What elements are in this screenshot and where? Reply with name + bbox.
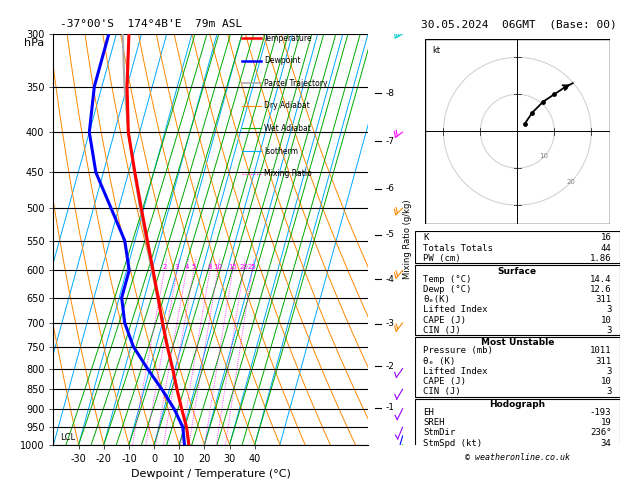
Text: LCL: LCL — [60, 434, 75, 442]
Text: K: K — [423, 233, 429, 243]
Text: Totals Totals: Totals Totals — [423, 243, 493, 253]
Text: Mixing Ratio: Mixing Ratio — [264, 169, 312, 178]
Text: Most Unstable: Most Unstable — [481, 338, 554, 347]
Text: Temp (°C): Temp (°C) — [423, 275, 472, 283]
Text: Hodograph: Hodograph — [489, 400, 545, 409]
Text: Isotherm: Isotherm — [264, 147, 298, 156]
Text: -8: -8 — [386, 89, 394, 98]
Point — [520, 120, 530, 128]
Text: CIN (J): CIN (J) — [423, 387, 461, 397]
Text: 3: 3 — [606, 305, 611, 314]
Text: Mixing Ratio (g/kg): Mixing Ratio (g/kg) — [403, 200, 412, 279]
Text: Dry Adiabat: Dry Adiabat — [264, 102, 310, 110]
Text: 3: 3 — [175, 264, 179, 270]
Text: 19: 19 — [601, 418, 611, 427]
Text: -5: -5 — [386, 230, 394, 239]
Text: © weatheronline.co.uk: © weatheronline.co.uk — [465, 453, 570, 462]
Text: Lifted Index: Lifted Index — [423, 305, 488, 314]
Text: θₑ(K): θₑ(K) — [423, 295, 450, 304]
Text: 20: 20 — [566, 179, 575, 185]
Text: Parcel Trajectory: Parcel Trajectory — [264, 79, 328, 88]
Text: -7: -7 — [386, 137, 394, 146]
Text: kt: kt — [432, 46, 440, 55]
Text: 3: 3 — [606, 387, 611, 397]
Text: -4: -4 — [386, 275, 394, 284]
Bar — [415, 337, 620, 397]
Text: 2: 2 — [162, 264, 167, 270]
Text: 44: 44 — [601, 243, 611, 253]
Point — [527, 109, 537, 117]
Text: Dewpoint: Dewpoint — [264, 56, 301, 65]
Text: 4: 4 — [184, 264, 189, 270]
Text: 15: 15 — [228, 264, 237, 270]
X-axis label: Dewpoint / Temperature (°C): Dewpoint / Temperature (°C) — [131, 469, 291, 479]
Text: Dewp (°C): Dewp (°C) — [423, 285, 472, 294]
Text: Surface: Surface — [498, 266, 537, 276]
Text: θₑ (K): θₑ (K) — [423, 357, 455, 365]
Text: -37°00'S  174°4B'E  79m ASL: -37°00'S 174°4B'E 79m ASL — [60, 19, 242, 29]
Text: StmDir: StmDir — [423, 429, 455, 437]
Text: Wet Adiabat: Wet Adiabat — [264, 124, 311, 133]
Text: -1: -1 — [386, 403, 394, 413]
Bar — [415, 265, 620, 335]
Text: 25: 25 — [248, 264, 257, 270]
Text: -3: -3 — [386, 319, 394, 328]
Text: 8: 8 — [208, 264, 212, 270]
Point — [560, 83, 571, 91]
Text: -6: -6 — [386, 184, 394, 193]
Text: 311: 311 — [595, 357, 611, 365]
Text: 10: 10 — [601, 377, 611, 386]
Point — [549, 90, 559, 98]
Text: CIN (J): CIN (J) — [423, 326, 461, 335]
Text: 10: 10 — [540, 153, 548, 159]
Text: 34: 34 — [601, 439, 611, 448]
Text: 10: 10 — [601, 315, 611, 325]
Text: 10: 10 — [213, 264, 222, 270]
Text: 236°: 236° — [590, 429, 611, 437]
Text: 3: 3 — [606, 367, 611, 376]
Text: -193: -193 — [590, 408, 611, 417]
Text: Temperature: Temperature — [264, 34, 313, 43]
Text: StmSpd (kt): StmSpd (kt) — [423, 439, 482, 448]
Text: PW (cm): PW (cm) — [423, 254, 461, 263]
Text: EH: EH — [423, 408, 434, 417]
Bar — [415, 399, 620, 448]
Text: 30.05.2024  06GMT  (Base: 00): 30.05.2024 06GMT (Base: 00) — [421, 19, 617, 29]
Text: hPa: hPa — [25, 38, 45, 48]
Text: 1011: 1011 — [590, 347, 611, 355]
Bar — [415, 231, 620, 263]
Text: 16: 16 — [601, 233, 611, 243]
Text: CAPE (J): CAPE (J) — [423, 315, 466, 325]
Text: SREH: SREH — [423, 418, 445, 427]
Text: 20: 20 — [239, 264, 248, 270]
Point — [538, 98, 548, 105]
Text: 311: 311 — [595, 295, 611, 304]
Text: Lifted Index: Lifted Index — [423, 367, 488, 376]
Text: 14.4: 14.4 — [590, 275, 611, 283]
Text: CAPE (J): CAPE (J) — [423, 377, 466, 386]
Text: 5: 5 — [192, 264, 196, 270]
Text: Pressure (mb): Pressure (mb) — [423, 347, 493, 355]
Text: -2: -2 — [386, 362, 394, 371]
Text: 12.6: 12.6 — [590, 285, 611, 294]
Text: 3: 3 — [606, 326, 611, 335]
Text: 1.86: 1.86 — [590, 254, 611, 263]
